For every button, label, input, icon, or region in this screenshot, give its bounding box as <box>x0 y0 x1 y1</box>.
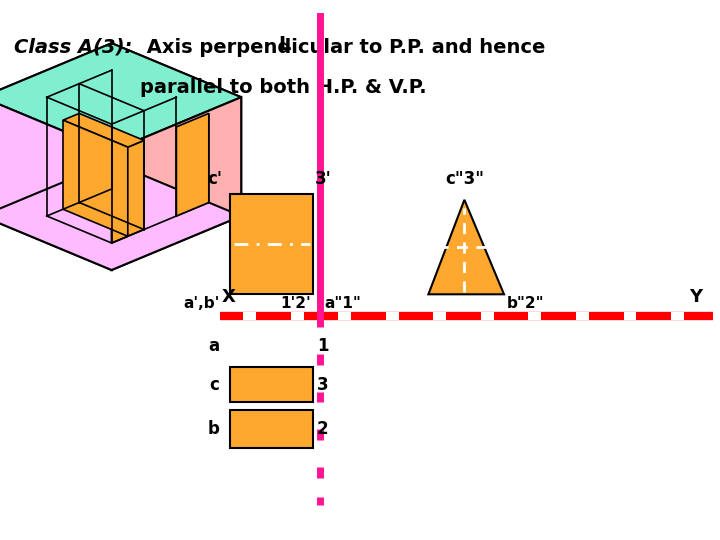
Text: 1'2': 1'2' <box>280 295 311 310</box>
Text: 3: 3 <box>317 376 328 394</box>
Text: c"3": c"3" <box>445 170 484 188</box>
Polygon shape <box>0 43 112 216</box>
FancyBboxPatch shape <box>230 410 313 448</box>
Polygon shape <box>112 97 241 270</box>
Text: L: L <box>278 35 291 54</box>
Text: parallel to both H.P. & V.P.: parallel to both H.P. & V.P. <box>140 78 427 97</box>
FancyBboxPatch shape <box>230 194 313 294</box>
Polygon shape <box>0 162 241 270</box>
Polygon shape <box>112 154 128 243</box>
Polygon shape <box>0 43 241 151</box>
Polygon shape <box>63 120 128 237</box>
Polygon shape <box>428 200 504 294</box>
FancyBboxPatch shape <box>230 367 313 402</box>
Text: a"1": a"1" <box>325 295 361 310</box>
Text: X: X <box>222 288 235 306</box>
Polygon shape <box>112 43 241 216</box>
Text: Class A(3):: Class A(3): <box>14 38 132 57</box>
Text: c: c <box>210 376 220 394</box>
Polygon shape <box>0 97 112 270</box>
Text: b: b <box>208 420 220 438</box>
Text: Axis perpendicular to P.P. and hence: Axis perpendicular to P.P. and hence <box>140 38 546 57</box>
Polygon shape <box>63 113 144 147</box>
Text: b"2": b"2" <box>507 295 544 310</box>
Text: 1: 1 <box>317 336 328 355</box>
Text: 2: 2 <box>317 420 328 438</box>
Text: c': c' <box>207 170 222 188</box>
Text: a',b': a',b' <box>183 295 220 310</box>
Text: a: a <box>209 336 220 355</box>
Polygon shape <box>176 113 209 216</box>
Text: 3': 3' <box>315 170 332 188</box>
Text: Y: Y <box>689 288 702 306</box>
Polygon shape <box>176 113 209 216</box>
Polygon shape <box>112 140 144 243</box>
